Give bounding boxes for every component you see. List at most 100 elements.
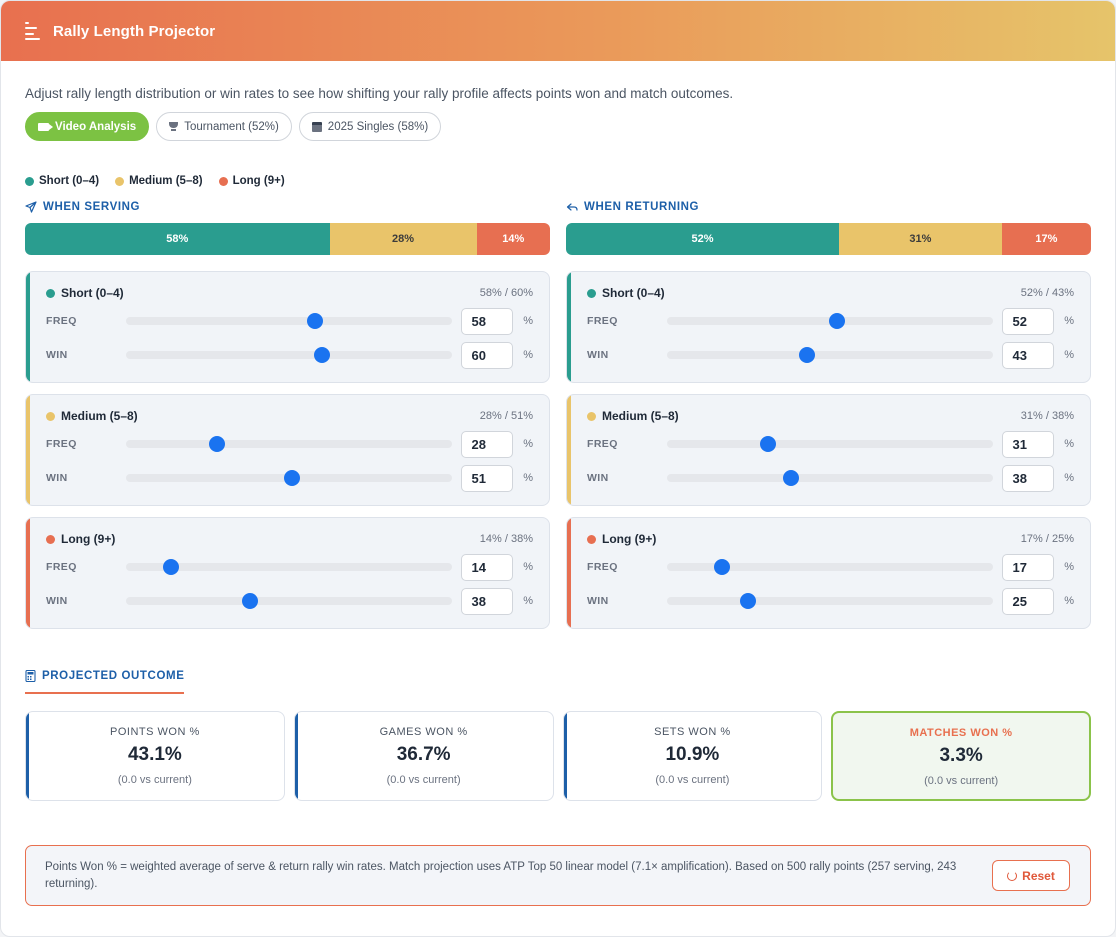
win-label: WIN — [46, 349, 68, 361]
returning-heading: WHEN RETURNING — [566, 200, 1091, 214]
slider-knob[interactable] — [799, 347, 816, 363]
short-dot-icon — [46, 288, 55, 298]
slider-knob[interactable] — [313, 347, 330, 363]
freq-input[interactable]: 31 — [1002, 430, 1055, 458]
category-name: Long (9+) — [61, 532, 116, 546]
bars-icon — [25, 22, 43, 40]
send-icon — [25, 201, 37, 213]
slider-knob[interactable] — [284, 470, 301, 486]
category-summary: 31% / 38% — [1020, 410, 1074, 422]
slider-knob[interactable] — [714, 559, 731, 575]
freq-slider[interactable] — [666, 436, 994, 452]
serving-distribution-bar: 58% 28% 14% — [25, 223, 550, 255]
win-input[interactable]: 60 — [461, 341, 514, 369]
returning-short-card: Short (0–4) 52% / 43% FREQ 52 % WIN 43 % — [566, 271, 1091, 383]
medium-dot-icon — [587, 411, 596, 421]
returning-distribution-bar: 52% 31% 17% — [566, 223, 1091, 255]
returning-long-card: Long (9+) 17% / 25% FREQ 17 % WIN 25 % — [566, 517, 1091, 629]
outcome-metrics: POINTS WON % 43.1% (0.0 vs current) GAME… — [25, 711, 1091, 801]
freq-label: FREQ — [587, 315, 618, 327]
serving-heading: WHEN SERVING — [25, 200, 550, 214]
win-label: WIN — [587, 472, 609, 484]
points-won-card: POINTS WON % 43.1% (0.0 vs current) — [25, 711, 285, 801]
returning-short-segment: 52% — [566, 223, 839, 255]
win-input[interactable]: 25 — [1002, 587, 1055, 615]
long-dot-icon — [218, 176, 228, 186]
metric-label: GAMES WON % — [379, 726, 468, 738]
win-slider[interactable] — [666, 593, 994, 609]
metric-value: 36.7% — [396, 744, 451, 765]
slider-knob[interactable] — [828, 313, 845, 329]
freq-slider[interactable] — [125, 313, 453, 329]
metric-label: MATCHES WON % — [909, 727, 1013, 739]
win-label: WIN — [46, 472, 68, 484]
metric-label: SETS WON % — [654, 726, 731, 738]
serving-short-segment: 58% — [25, 223, 330, 255]
category-summary: 28% / 51% — [479, 410, 533, 422]
win-input[interactable]: 43 — [1002, 341, 1055, 369]
win-slider[interactable] — [125, 347, 453, 363]
calendar-icon — [311, 121, 322, 132]
long-dot-icon — [587, 534, 596, 544]
return-arrow-icon — [566, 203, 578, 211]
percent-unit: % — [1064, 595, 1074, 607]
win-input[interactable]: 38 — [1002, 464, 1055, 492]
freq-label: FREQ — [587, 561, 618, 573]
freq-label: FREQ — [46, 438, 77, 450]
slider-knob[interactable] — [241, 593, 258, 609]
methodology-note: Points Won % = weighted average of serve… — [45, 860, 957, 890]
reset-button[interactable]: Reset — [992, 860, 1070, 891]
returning-column: WHEN RETURNING 52% 31% 17% Short (0–4) 5… — [566, 200, 1091, 640]
freq-slider[interactable] — [125, 559, 453, 575]
returning-long-segment: 17% — [1001, 223, 1091, 255]
win-label: WIN — [587, 595, 609, 607]
freq-input[interactable]: 58 — [461, 307, 514, 335]
freq-slider[interactable] — [125, 436, 453, 452]
slider-knob[interactable] — [307, 313, 324, 329]
win-slider[interactable] — [125, 470, 453, 486]
freq-slider[interactable] — [666, 559, 994, 575]
info-footer: Points Won % = weighted average of serve… — [25, 845, 1091, 906]
metric-delta: (0.0 vs current) — [924, 775, 999, 787]
slider-knob[interactable] — [740, 593, 757, 609]
win-slider[interactable] — [666, 470, 994, 486]
slider-knob[interactable] — [163, 559, 180, 575]
slider-knob[interactable] — [209, 436, 226, 452]
video-camera-icon — [38, 122, 53, 131]
win-slider[interactable] — [125, 593, 453, 609]
win-slider[interactable] — [666, 347, 994, 363]
freq-slider[interactable] — [666, 313, 994, 329]
medium-dot-icon — [115, 176, 125, 186]
freq-label: FREQ — [587, 438, 618, 450]
percent-unit: % — [523, 595, 533, 607]
percent-unit: % — [1064, 561, 1074, 573]
preset-2025-singles-button[interactable]: 2025 Singles (58%) — [298, 112, 442, 141]
category-summary: 17% / 25% — [1020, 533, 1074, 545]
app-title: Rally Length Projector — [53, 22, 216, 40]
short-dot-icon — [587, 288, 596, 298]
preset-tournament-button[interactable]: Tournament (52%) — [156, 112, 292, 141]
freq-input[interactable]: 28 — [461, 430, 514, 458]
description: Adjust rally length distribution or win … — [25, 86, 734, 101]
medium-dot-icon — [46, 411, 55, 421]
metric-delta: (0.0 vs current) — [655, 774, 730, 786]
legend-long: Long (9+) — [218, 175, 285, 187]
metric-value: 43.1% — [127, 744, 182, 765]
freq-input[interactable]: 52 — [1002, 307, 1055, 335]
percent-unit: % — [523, 315, 533, 327]
slider-knob[interactable] — [782, 470, 799, 486]
serving-long-segment: 14% — [476, 223, 550, 255]
slider-knob[interactable] — [759, 436, 776, 452]
legend-medium: Medium (5–8) — [115, 175, 203, 187]
category-name: Short (0–4) — [61, 286, 124, 300]
serving-medium-segment: 28% — [329, 223, 477, 255]
freq-input[interactable]: 17 — [1002, 553, 1055, 581]
freq-input[interactable]: 14 — [461, 553, 514, 581]
win-label: WIN — [587, 349, 609, 361]
returning-medium-segment: 31% — [839, 223, 1002, 255]
preset-video-analysis-button[interactable]: Video Analysis — [25, 112, 150, 141]
percent-unit: % — [523, 472, 533, 484]
win-input[interactable]: 38 — [461, 587, 514, 615]
serving-medium-card: Medium (5–8) 28% / 51% FREQ 28 % WIN 51 … — [25, 394, 550, 506]
win-input[interactable]: 51 — [461, 464, 514, 492]
